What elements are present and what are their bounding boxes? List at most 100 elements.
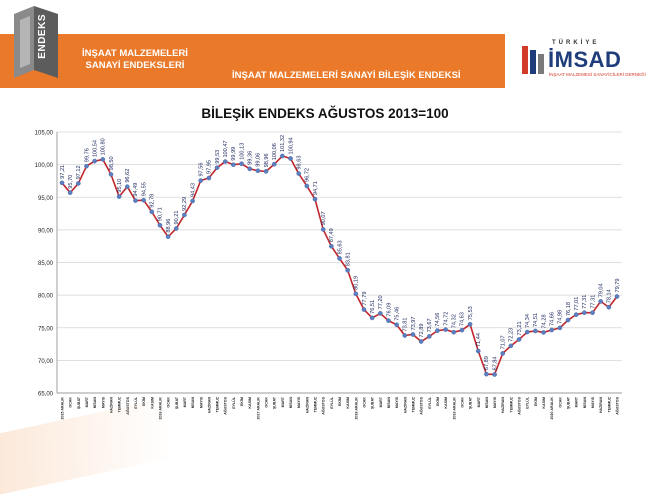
data-point (173, 226, 179, 231)
x-tick-label: NİSAN (93, 397, 97, 409)
x-tick-label: TEMMUZ (216, 396, 220, 412)
data-label: 72,89 (419, 324, 425, 338)
data-label: 75,46 (394, 307, 400, 321)
x-tick-label: TEMMUZ (314, 396, 318, 412)
data-label: 96,62 (125, 169, 131, 183)
x-tick-label: MAYIS (493, 396, 497, 408)
data-label: 67,89 (484, 356, 490, 370)
data-label: 94,43 (190, 183, 196, 197)
x-tick-label: HAZİRAN (403, 397, 407, 414)
data-label: 94,49 (133, 183, 139, 197)
x-tick-label: 2020 ARALIK (550, 397, 554, 420)
x-tick-label: EKİM (142, 397, 146, 406)
data-label: 71,44 (476, 333, 482, 347)
data-label: 67,84 (492, 356, 498, 370)
data-point (76, 181, 81, 186)
data-point (459, 327, 465, 333)
x-tick-label: MART (281, 396, 285, 407)
data-label: 71,07 (501, 335, 507, 349)
y-tick-label: 75,00 (38, 326, 54, 332)
data-point (402, 333, 408, 338)
data-point (280, 153, 285, 159)
x-tick-label: TEMMUZ (118, 396, 122, 412)
header-logo-area (505, 0, 650, 100)
x-tick-label: MAYIS (297, 396, 301, 408)
data-point (206, 175, 212, 181)
data-label: 100,94 (288, 137, 294, 154)
data-label: 77,79 (362, 292, 368, 306)
imsad-mark-icon (522, 46, 544, 74)
x-tick-label: KASIM (248, 397, 252, 409)
data-point (606, 304, 612, 310)
endeks-logo (14, 6, 58, 78)
data-label: 90,21 (174, 211, 180, 225)
data-point (451, 329, 457, 335)
x-tick-label: OCAK (265, 397, 269, 408)
data-point (271, 161, 277, 167)
x-tick-label: ŞUBAT (175, 396, 179, 409)
x-tick-label: MART (183, 396, 187, 407)
y-tick-label: 100,00 (35, 163, 54, 169)
data-point (239, 161, 244, 167)
y-tick-label: 90,00 (38, 228, 54, 234)
x-tick-label: HAZİRAN (109, 397, 113, 414)
x-tick-label: MART (575, 396, 579, 407)
data-point (67, 190, 73, 195)
x-tick-label: KASIM (346, 397, 350, 409)
data-point (426, 334, 432, 339)
x-tick-label: HAZİRAN (207, 397, 211, 414)
data-point (190, 198, 195, 204)
x-tick-label: ŞUBAT (77, 396, 81, 409)
data-label: 101,32 (280, 135, 286, 152)
data-label: 88,96 (166, 219, 172, 233)
data-label: 80,19 (354, 276, 360, 290)
x-tick-label: NİSAN (387, 397, 391, 409)
data-point (59, 180, 65, 186)
x-tick-label: HAZİRAN (599, 397, 603, 414)
x-tick-label: OCAK (558, 397, 562, 408)
data-point (247, 166, 253, 172)
x-tick-label: OCAK (69, 397, 73, 408)
data-point (329, 243, 334, 249)
data-point (312, 196, 318, 202)
x-tick-label: AĞUSTOS (223, 396, 228, 414)
data-point (435, 328, 440, 333)
data-label: 74,63 (460, 312, 466, 326)
data-point (524, 329, 530, 335)
data-label: 97,21 (60, 165, 66, 179)
data-label: 97,12 (76, 165, 82, 179)
data-label: 83,81 (345, 252, 351, 266)
data-point (157, 222, 163, 228)
data-label: 74,32 (452, 314, 458, 328)
data-label: 100,06 (272, 143, 278, 160)
data-label: 95,10 (117, 179, 123, 193)
x-tick-label: ŞUBAT (469, 396, 473, 409)
data-label: 99,76 (84, 148, 90, 162)
x-tick-label: OCAK (167, 397, 171, 408)
imsad-subtitle: İNŞAAT MALZEMESİ SANAYİCİLERİ DERNEĞİ (549, 72, 646, 77)
data-point (100, 157, 106, 162)
y-tick-label: 105,00 (35, 131, 54, 137)
data-label: 94,55 (141, 182, 147, 196)
data-point (182, 212, 187, 218)
data-point (598, 299, 603, 304)
x-tick-label: OCAK (460, 397, 464, 408)
x-tick-label: ŞUBAT (371, 396, 375, 409)
x-tick-label: MAYIS (199, 396, 203, 408)
company-title: İNŞAAT MALZEMELERİ SANAYİ ENDEKSLERİ (80, 48, 190, 72)
data-point (320, 227, 326, 232)
data-point (565, 317, 571, 323)
data-label: 98,63 (296, 156, 302, 170)
data-point (304, 183, 310, 189)
data-label: 73,97 (411, 316, 417, 330)
x-tick-label: NİSAN (583, 397, 587, 409)
data-label: 99,36 (248, 151, 254, 165)
data-point (614, 294, 620, 299)
x-tick-label: 2017 ARALIK (256, 397, 260, 420)
data-label: 99,53 (215, 150, 221, 164)
data-label: 76,09 (386, 303, 392, 317)
x-tick-label: EYLÜL (231, 396, 236, 409)
data-label: 97,95 (207, 160, 213, 174)
data-label: 99,06 (256, 153, 262, 167)
x-tick-label: EYLÜL (133, 396, 138, 409)
